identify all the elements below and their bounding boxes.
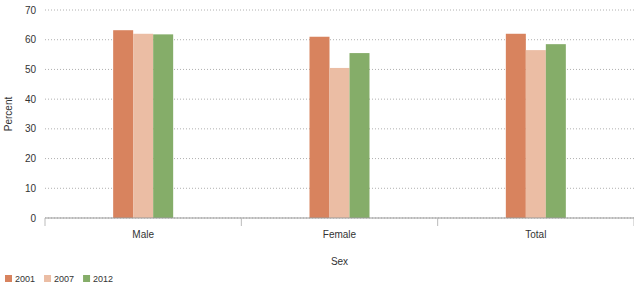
y-tick-label: 30 xyxy=(25,123,37,134)
y-tick-label: 50 xyxy=(25,64,37,75)
bar xyxy=(113,30,133,218)
category-divider xyxy=(437,218,438,226)
bar xyxy=(350,53,370,218)
chart: 0 10 20 30 40 50 60 70 Male Female Total Sex Percent… xyxy=(0,0,634,299)
bar xyxy=(526,50,546,218)
bar xyxy=(153,34,173,218)
bar xyxy=(133,34,153,218)
x-tick-label: Male xyxy=(132,229,154,240)
x-axis xyxy=(45,218,634,219)
grid-line xyxy=(45,10,634,11)
legend-swatch xyxy=(5,275,12,282)
x-tick-label: Female xyxy=(323,229,357,240)
y-tick-label: 40 xyxy=(25,94,37,105)
x-tick-label: Total xyxy=(525,229,546,240)
y-axis-label: Percent xyxy=(3,97,14,132)
legend-label: 2007 xyxy=(54,274,74,284)
y-tick-label: 60 xyxy=(25,34,37,45)
bar xyxy=(310,37,330,218)
bar xyxy=(330,68,350,218)
bars xyxy=(113,30,566,218)
legend-swatch xyxy=(44,275,51,282)
legend-label: 2001 xyxy=(15,274,35,284)
legend-swatch xyxy=(83,275,90,282)
grid-line xyxy=(45,218,634,219)
bar xyxy=(506,34,526,218)
y-tick-label: 70 xyxy=(25,5,37,16)
x-axis-label: Sex xyxy=(331,256,348,267)
y-tick-label: 20 xyxy=(25,153,37,164)
y-tick-label: 0 xyxy=(30,213,36,224)
bar xyxy=(546,44,566,218)
legend-label: 2012 xyxy=(93,274,113,284)
category-divider xyxy=(241,218,242,226)
category-divider xyxy=(45,218,46,226)
y-tick-label: 10 xyxy=(25,183,37,194)
